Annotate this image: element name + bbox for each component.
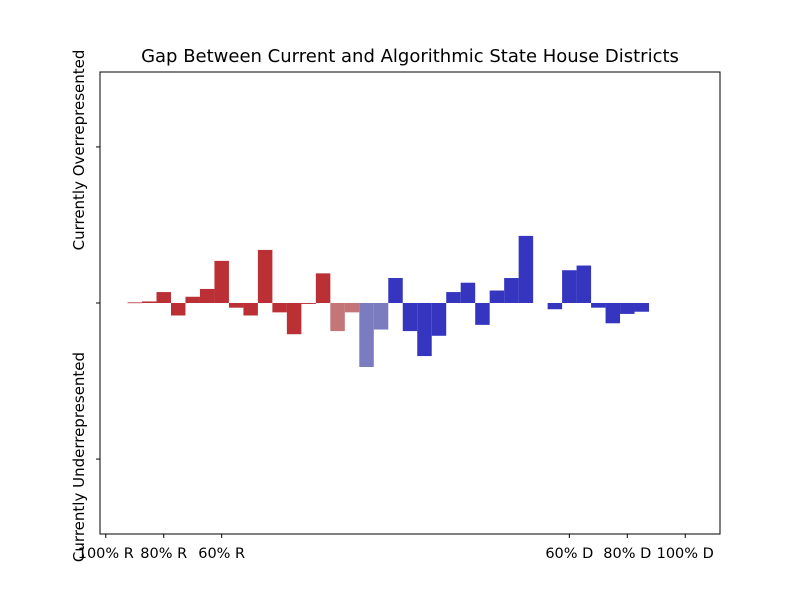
bar-7 <box>228 303 244 308</box>
bar-30 <box>576 265 592 303</box>
bar-13 <box>315 273 331 303</box>
x-tick-label-1: 80% R <box>140 546 187 562</box>
bar-25 <box>489 290 505 303</box>
bar-26 <box>504 278 519 303</box>
bar-32 <box>605 303 621 324</box>
bar-33 <box>620 303 635 314</box>
bar-4 <box>185 296 200 303</box>
bar-20 <box>417 303 432 357</box>
bar-14 <box>330 303 345 332</box>
bar-17 <box>373 303 389 330</box>
y-axis-label-bottom: Currently Underrepresented <box>70 352 88 562</box>
x-tick-label-5: 100% D <box>657 546 714 562</box>
bar-15 <box>344 303 360 313</box>
bar-8 <box>243 303 258 316</box>
bar-9 <box>257 249 273 303</box>
bar-5 <box>199 288 215 303</box>
bar-28 <box>547 303 563 310</box>
bar-18 <box>388 278 403 303</box>
bar-3 <box>170 303 186 316</box>
bar-12 <box>301 303 316 304</box>
bar-34 <box>634 303 650 312</box>
bar-27 <box>518 235 534 303</box>
bar-16 <box>359 303 374 367</box>
bar-1 <box>142 301 157 303</box>
x-tick-label-2: 60% R <box>198 546 245 562</box>
ticks-layer: 100% R 80% R 60% R 60% D 80% D 100% D <box>78 146 714 562</box>
bar-0 <box>127 302 143 304</box>
chart-title: Gap Between Current and Algorithmic Stat… <box>141 46 679 67</box>
x-tick-label-3: 60% D <box>545 546 593 562</box>
bar-29 <box>562 270 577 303</box>
bar-6 <box>214 260 229 303</box>
x-tick-label-0: 100% R <box>78 546 134 562</box>
bar-23 <box>460 282 476 303</box>
bar-10 <box>272 303 287 313</box>
bar-2 <box>156 292 171 303</box>
bars-layer <box>127 235 650 367</box>
bar-24 <box>475 303 490 325</box>
bar-21 <box>431 303 447 336</box>
bar-19 <box>402 303 418 332</box>
bar-11 <box>286 303 302 335</box>
bar-22 <box>446 292 461 303</box>
x-tick-label-4: 80% D <box>603 546 651 562</box>
bar-31 <box>591 303 606 308</box>
y-axis-label-top: Currently Overrepresented <box>70 50 88 251</box>
